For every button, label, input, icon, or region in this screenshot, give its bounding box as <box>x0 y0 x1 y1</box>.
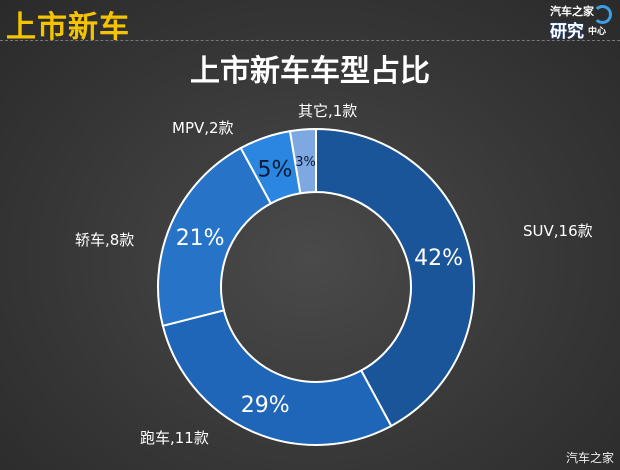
category-label: SUV,16款 <box>523 222 593 240</box>
watermark: 汽车之家 <box>565 451 614 465</box>
slice-1 <box>161 309 393 446</box>
category-label: 其它,1款 <box>298 102 357 120</box>
category-label: 轿车,8款 <box>75 231 134 249</box>
slice-0 <box>315 127 475 428</box>
section-title: 上市新车 <box>6 10 130 45</box>
category-label: 跑车,11款 <box>140 429 209 447</box>
percent-label: 42% <box>414 246 463 271</box>
slice-4 <box>288 127 317 195</box>
brand-logo: 汽车之家 研究 中心 <box>550 3 612 42</box>
header-divider <box>0 40 620 41</box>
logo-line1: 汽车之家 <box>550 5 594 18</box>
percent-label: 5% <box>257 157 292 182</box>
chart-title: 上市新车车型占比 <box>190 54 430 89</box>
category-label: MPV,2款 <box>172 119 234 137</box>
percent-label: 29% <box>241 393 290 418</box>
logo-line3: 中心 <box>588 27 607 37</box>
logo-line2: 研究 <box>550 22 584 42</box>
percent-label: 3% <box>295 155 316 170</box>
swirl-icon <box>593 5 612 24</box>
percent-label: 21% <box>176 226 225 251</box>
